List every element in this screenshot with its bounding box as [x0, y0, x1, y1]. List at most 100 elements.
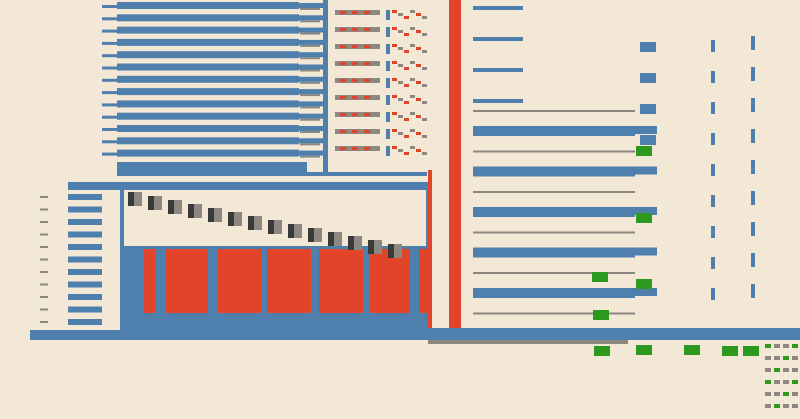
- blue-block-top: [68, 182, 428, 190]
- gray-tick: [300, 44, 320, 47]
- red-vertical-bar: [428, 0, 461, 335]
- gray-staircase-marks: [128, 192, 402, 258]
- grid-cell: [783, 392, 789, 396]
- ladder-tick: [40, 321, 48, 323]
- hatch-mark: [416, 47, 421, 50]
- blue-stripe-tail: [299, 15, 323, 21]
- left-blue-ladder: [40, 194, 102, 325]
- grid-cell: [774, 380, 780, 384]
- gray-tick: [300, 20, 320, 23]
- ladder-rung: [68, 294, 102, 300]
- blue-tick: [386, 61, 390, 71]
- blue-stripe: [117, 162, 307, 172]
- blue-stripe: [117, 137, 299, 145]
- red-dot: [352, 130, 358, 133]
- blue-stripe: [117, 51, 299, 59]
- blue-tick: [386, 146, 390, 156]
- gray-tick: [300, 106, 320, 109]
- red-vertical-thin: [428, 170, 432, 335]
- grid-cell: [774, 356, 780, 360]
- speck: [751, 67, 755, 81]
- ladder-rung: [68, 244, 102, 250]
- hatch-mark: [398, 98, 403, 101]
- stair-mark: [328, 232, 334, 246]
- grid-cell: [783, 404, 789, 408]
- red-dot: [364, 45, 370, 48]
- stair-mark: [188, 204, 194, 218]
- ladder-tick: [40, 283, 48, 286]
- bottom-blue-strip: [428, 328, 800, 344]
- blue-stripe-stub: [102, 41, 118, 45]
- red-dot: [364, 28, 370, 31]
- blue-stripe-stack: [102, 2, 427, 176]
- ladder-rung: [68, 319, 102, 325]
- blue-tick: [386, 112, 390, 122]
- grid-cell: [774, 392, 780, 396]
- red-block: [217, 249, 261, 313]
- speck: [751, 284, 755, 298]
- red-dot: [352, 28, 358, 31]
- ladder-tick: [40, 221, 48, 223]
- blue-stripe-stub: [102, 78, 118, 82]
- hatch-mark: [404, 33, 409, 36]
- stair-mark: [128, 192, 134, 206]
- stair-mark: [228, 212, 234, 226]
- bottom-strip-line: [428, 340, 628, 344]
- blue-stripe: [117, 112, 299, 120]
- gray-tick: [300, 32, 320, 35]
- red-block: [144, 249, 156, 313]
- blue-tick: [386, 78, 390, 88]
- blue-stripe: [117, 26, 299, 34]
- blue-row-short: [473, 68, 523, 72]
- red-dot: [352, 45, 358, 48]
- blue-row-short: [473, 6, 523, 10]
- blue-stripe-stub: [102, 103, 118, 107]
- blue-stripe-tail: [299, 76, 323, 82]
- hatch-mark: [392, 27, 397, 30]
- blue-row: [473, 166, 635, 177]
- grid-cell: [792, 344, 798, 348]
- hatch-mark: [422, 118, 427, 121]
- speck: [711, 226, 715, 238]
- green-mark: [743, 346, 759, 356]
- green-mark: [636, 279, 652, 289]
- grid-cell: [783, 368, 789, 372]
- hatch-mark: [410, 95, 415, 98]
- blue-stripe: [117, 38, 299, 46]
- stair-mark: [194, 204, 202, 218]
- blue-block-base: [30, 330, 428, 340]
- blue-stripe-tail: [299, 113, 323, 119]
- hatch-mark: [404, 50, 409, 53]
- speck: [711, 164, 715, 176]
- blue-row-short: [473, 37, 523, 41]
- blue-stripe: [117, 125, 299, 132]
- hatch-mark: [404, 152, 409, 155]
- blue-row: [473, 207, 635, 217]
- hatch-mark: [416, 132, 421, 135]
- red-dot: [340, 11, 346, 14]
- blue-stripe: [117, 88, 299, 96]
- hatch-mark: [422, 135, 427, 138]
- blue-stripe-stub: [102, 66, 118, 70]
- stair-mark: [368, 240, 374, 254]
- blue-stripe-tail: [299, 3, 323, 8]
- green-mark: [593, 310, 609, 320]
- grid-cell: [765, 404, 771, 408]
- blue-row-block: [640, 73, 656, 83]
- stair-mark: [294, 224, 302, 238]
- red-dot: [352, 62, 358, 65]
- grid-cell: [792, 356, 798, 360]
- stair-mark: [314, 228, 322, 242]
- hatch-mark: [404, 101, 409, 104]
- bottom-right-green-grid: [765, 344, 798, 408]
- hatch-mark: [410, 129, 415, 132]
- speck: [711, 133, 715, 145]
- gray-tick: [300, 118, 320, 121]
- green-mark: [722, 346, 738, 356]
- grid-cell: [792, 392, 798, 396]
- ladder-rung: [68, 269, 102, 275]
- grid-cell: [792, 380, 798, 384]
- stair-mark: [154, 196, 162, 210]
